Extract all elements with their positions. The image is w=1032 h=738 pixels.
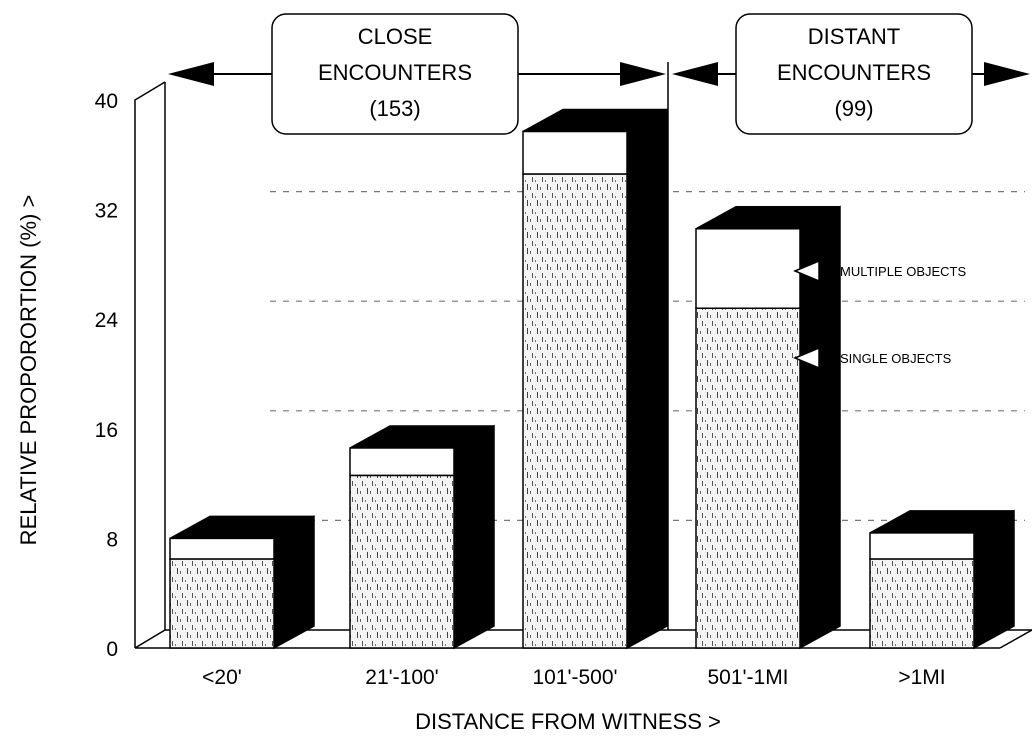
bar-multiple-objects xyxy=(695,228,801,309)
bar-layer xyxy=(169,108,1015,650)
bar-single-objects xyxy=(695,307,801,649)
bar-side-face xyxy=(273,515,315,650)
group-label-line: DISTANT xyxy=(808,24,900,49)
group-label-box xyxy=(271,13,519,135)
x-tick-label: >1MI xyxy=(898,666,945,689)
y-tick-label: 8 xyxy=(106,528,118,551)
x-axis-title: DISTANCE FROM WITNESS > xyxy=(415,709,721,734)
y-axis-title: RELATIVE PROPORORTION (%) > xyxy=(16,195,41,546)
bar-side-face xyxy=(973,509,1015,650)
group-label-line: CLOSE xyxy=(358,24,433,49)
bar-multiple-objects xyxy=(169,537,275,560)
y-tick-label: 32 xyxy=(95,200,118,223)
y-tick-label: 24 xyxy=(95,309,119,332)
group-arrowhead-left xyxy=(168,62,214,86)
x-tick-label: 101'-500' xyxy=(532,666,617,689)
annotation-label: SINGLE OBJECTS xyxy=(840,351,952,366)
group-arrowhead-right xyxy=(984,62,1030,86)
bar-multiple-objects xyxy=(522,130,628,175)
bar-side-face xyxy=(626,108,668,650)
group-label-line: ENCOUNTERS xyxy=(777,60,931,85)
bar-multiple-objects xyxy=(869,532,975,560)
y-tick-label: 40 xyxy=(95,90,118,113)
x-tick-label: 501'-1MI xyxy=(707,666,788,689)
back-wall-edge xyxy=(134,81,166,648)
label-layer: 0 8 16 24 32 40 <20' 21'-100' 101'-500' 501'-1MI >… xyxy=(95,13,1030,689)
bar-single-objects xyxy=(522,173,628,649)
x-tick-label: 21'-100' xyxy=(365,666,438,689)
y-tick-label: 0 xyxy=(106,638,118,661)
group-label-box xyxy=(735,13,973,135)
bar-single-objects xyxy=(349,474,455,649)
floor-right-edge xyxy=(999,629,1032,649)
bar-single-objects xyxy=(869,558,975,649)
group-label-line: (153) xyxy=(369,96,420,121)
bar-multiple-objects xyxy=(349,447,455,477)
group-arrowhead-left xyxy=(672,62,718,86)
group-label-line: ENCOUNTERS xyxy=(318,60,472,85)
group-arrowhead-right xyxy=(620,62,666,86)
annotation-label: MULTIPLE OBJECTS xyxy=(840,264,967,279)
group-label-line: (99) xyxy=(834,96,873,121)
bar-side-face xyxy=(453,424,495,650)
y-tick-label: 16 xyxy=(95,419,118,442)
bar-single-objects xyxy=(169,558,275,649)
x-tick-label: <20' xyxy=(202,666,242,689)
